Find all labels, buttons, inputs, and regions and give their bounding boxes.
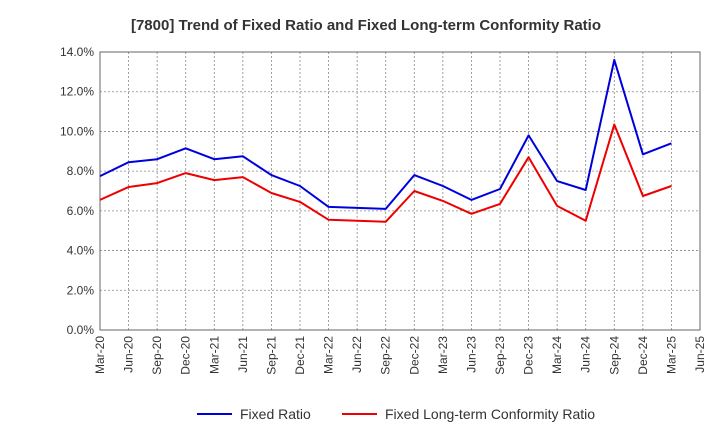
y-tick-label: 4.0% [67,244,95,258]
x-tick-label: Sep-24 [607,336,621,375]
x-tick-label: Sep-22 [379,336,393,375]
plot-area-border [99,51,701,331]
x-tick-label: Mar-22 [322,336,336,374]
legend-label-0: Fixed Ratio [240,406,311,422]
x-tick-label: Sep-23 [493,336,507,375]
x-tick-label: Mar-20 [93,336,107,374]
x-axis: Mar-20 Jun-20 Sep-20 Dec-20 Mar-21 Jun-21 Sep-… [93,336,707,375]
x-tick-label: Jun-23 [464,336,478,373]
x-tick-label: Mar-25 [664,336,678,374]
y-tick-label: 2.0% [67,283,95,297]
y-tick-label: 10.0% [60,124,94,138]
x-tick-label: Jun-24 [579,336,593,373]
x-tick-label: Dec-23 [522,336,536,375]
x-tick-label: Dec-20 [179,336,193,375]
x-tick-label: Dec-21 [293,336,307,375]
y-tick-label: 6.0% [67,204,95,218]
x-tick-label: Jun-25 [693,336,707,373]
y-tick-label: 0.0% [67,323,95,337]
x-tick-label: Mar-23 [436,336,450,374]
series-lines [99,58,672,223]
chart-title: [7800] Trend of Fixed Ratio and Fixed Lo… [131,17,601,34]
y-tick-label: 8.0% [67,164,95,178]
x-tick-label: Dec-22 [407,336,421,375]
y-tick-label: 14.0% [60,45,94,59]
x-tick-label: Dec-24 [636,336,650,375]
y-tick-label: 12.0% [60,85,94,99]
x-tick-label: Mar-24 [550,336,564,374]
legend: Fixed Ratio Fixed Long-term Conformity Ra… [197,406,595,422]
x-tick-label: Sep-20 [150,336,164,375]
y-axis: 0.0% 2.0% 4.0% 6.0% 8.0% 10.0% 12.0% 14.0% [60,45,94,337]
x-tick-label: Jun-21 [236,336,250,373]
legend-label-1: Fixed Long-term Conformity Ratio [385,406,595,422]
x-tick-label: Jun-20 [122,336,136,373]
x-tick-label: Jun-22 [350,336,364,373]
x-tick-label: Mar-21 [207,336,221,374]
series-line-1 [99,123,672,223]
x-tick-label: Sep-21 [264,336,278,375]
series-line-0 [99,58,672,210]
grid [99,51,701,331]
